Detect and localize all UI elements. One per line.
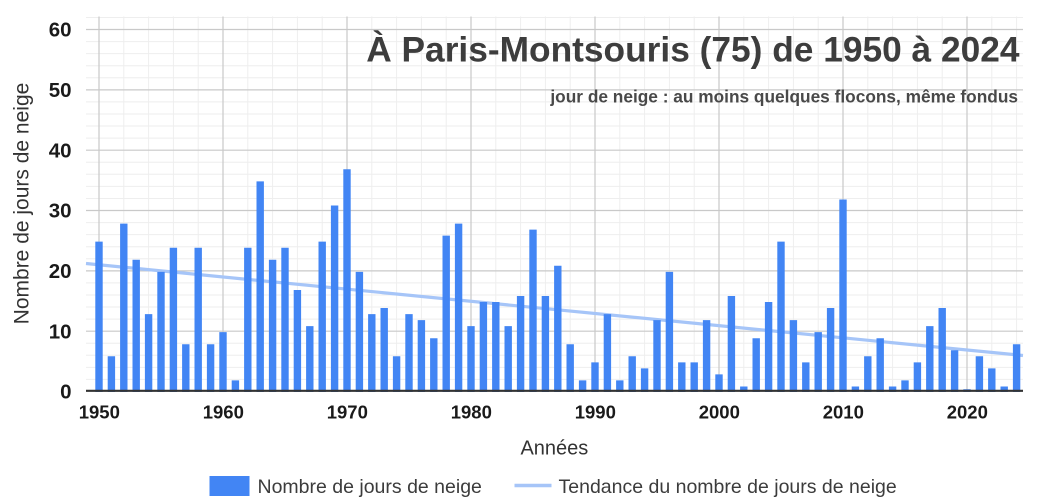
svg-text:1970: 1970	[327, 402, 368, 423]
svg-text:1960: 1960	[203, 402, 244, 423]
svg-text:40: 40	[49, 139, 72, 162]
svg-text:2000: 2000	[699, 402, 740, 423]
svg-text:À Paris-Montsouris (75) de 195: À Paris-Montsouris (75) de 1950 à 2024	[366, 30, 1020, 70]
svg-text:jour de neige : au moins quelq: jour de neige : au moins quelques flocon…	[549, 86, 1018, 106]
svg-text:10: 10	[49, 320, 72, 343]
svg-text:60: 60	[49, 19, 72, 42]
svg-text:Nombre de jours de neige: Nombre de jours de neige	[11, 83, 34, 325]
svg-text:1990: 1990	[575, 402, 616, 423]
svg-text:2010: 2010	[823, 402, 864, 423]
svg-text:30: 30	[49, 200, 72, 223]
svg-text:20: 20	[49, 260, 72, 283]
svg-text:1950: 1950	[79, 402, 120, 423]
svg-text:1980: 1980	[451, 402, 492, 423]
svg-text:50: 50	[49, 79, 72, 102]
svg-text:Tendance du nombre de jours de: Tendance du nombre de jours de neige	[559, 476, 897, 498]
svg-text:2020: 2020	[947, 402, 988, 423]
svg-text:0: 0	[60, 381, 71, 404]
svg-text:Nombre de jours de neige: Nombre de jours de neige	[258, 476, 482, 498]
svg-text:Années: Années	[520, 438, 588, 460]
